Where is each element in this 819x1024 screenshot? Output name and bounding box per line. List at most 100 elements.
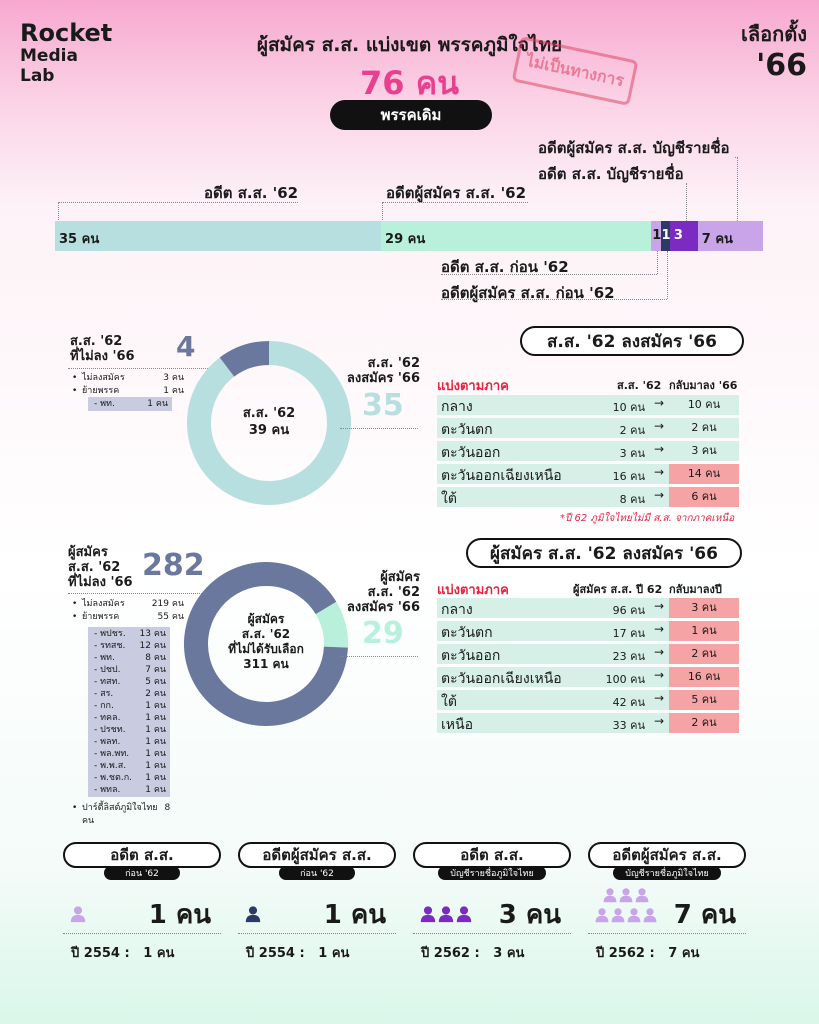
list-item: - พ.ชต.ก. 1 คน	[88, 772, 170, 784]
s2-sub-value: 1 คน	[145, 737, 166, 747]
seg-ex-mp-partylist: 3	[669, 221, 698, 251]
s2-item1-value: 55 คน	[157, 612, 185, 622]
leader-line	[686, 183, 687, 221]
list-item: ไม่ลงสมัคร 3 คน	[70, 372, 184, 385]
s2-sub-value: 1 คน	[145, 725, 166, 735]
s2-item0-value: 219 คน	[151, 599, 184, 609]
person-icon	[635, 888, 649, 903]
s1-note: *ปี 62 ภูมิใจไทยไม่มี ส.ส. จากภาคเหนือ	[560, 513, 735, 524]
person-icon	[627, 908, 641, 923]
s1-row4-name: ใต้	[441, 491, 457, 507]
s2-sub-value: 1 คน	[145, 713, 166, 723]
bar-data-label: 1	[652, 228, 662, 243]
list-item: - กก. 1 คน	[88, 700, 170, 712]
s2-sub-label: - ปชป.	[94, 665, 121, 675]
list-item: - รทสช. 12 คน	[88, 640, 170, 652]
s1-right-count: 35	[362, 388, 404, 423]
s2-sub-value: 7 คน	[145, 665, 166, 675]
total-count: 76 คน	[360, 64, 459, 102]
list-item: ไม่ลงสมัคร 219 คน	[70, 598, 184, 611]
s1-row3-v62: 16 คน	[612, 470, 645, 483]
table-row: ใต้ 42 คน → 5 คน	[437, 690, 739, 710]
list-item: - สร. 2 คน	[88, 688, 170, 700]
card-ex-mp-partylist: อดีต ส.ส. บัญชีรายชื่อภูมิใจไทย 3 คน ปี …	[413, 842, 571, 963]
arrow-icon: →	[653, 419, 664, 433]
s2-sub-label: - พปชร.	[94, 629, 126, 639]
card0-count: 1 คน	[148, 900, 211, 930]
s2-row5-v66: 2 คน	[669, 713, 739, 733]
s2-row2-name: ตะวันออก	[441, 648, 501, 664]
card0-body: 1 คน	[63, 888, 221, 934]
list-item: - ปรชท. 1 คน	[88, 724, 170, 736]
s1-row1-name: ตะวันตก	[441, 422, 493, 438]
s1-left-label: ส.ส. '62 ที่ไม่ลง '66	[70, 334, 135, 364]
s2-sub-label: - รทสช.	[94, 641, 126, 651]
s2-extra-label: ปาร์ตี้ลิสต์ภูมิใจไทย	[82, 803, 158, 813]
bar-data-label: 29 คน	[385, 232, 426, 247]
leader-line	[737, 157, 738, 221]
s1-left-list: ไม่ลงสมัคร 3 คน ย้ายพรรค 1 คน	[70, 372, 184, 398]
leader-line	[68, 593, 218, 594]
s2-sub-value: 8 คน	[145, 653, 166, 663]
card-ex-cand-before62: อดีตผู้สมัคร ส.ส. ก่อน '62 1 คน ปี 2554 …	[238, 842, 396, 963]
s1-item1-value: 1 คน	[163, 386, 184, 396]
bar-data-label: 1	[661, 228, 671, 243]
list-item: - พปชร. 13 คน	[88, 628, 170, 640]
s2-left-label: ผู้สมัคร ส.ส. '62 ที่ไม่ลง '66	[68, 545, 133, 590]
s1-row2-v66: 3 คน	[691, 444, 717, 457]
list-item: - พทล. 1 คน	[88, 784, 170, 796]
table-row: ตะวันออกเฉียงเหนือ 16 คน → 14 คน	[437, 464, 739, 484]
s1-row4-v66: 6 คน	[669, 487, 739, 507]
s1-item0-label: ไม่ลงสมัคร	[82, 373, 125, 383]
s2-row3-name: ตะวันออกเฉียงเหนือ	[441, 671, 562, 687]
leader-line	[657, 251, 658, 274]
list-item: ย้ายพรรค 1 คน	[70, 385, 184, 398]
s1-row2-name: ตะวันออก	[441, 445, 501, 461]
s1-row2-v62: 3 คน	[619, 447, 645, 460]
s2-extra-value: 8 คน	[82, 803, 171, 826]
seg-ex-cand-before62: 1	[660, 221, 671, 251]
s2-row0-name: กลาง	[441, 602, 473, 618]
s2-right-label: ผู้สมัคร ส.ส. '62 ลงสมัคร '66	[346, 570, 420, 615]
donut-slice	[187, 341, 351, 505]
s2-row0-v62: 96 คน	[612, 604, 645, 617]
leader-line	[667, 251, 668, 299]
card1-body: 1 คน	[238, 888, 396, 934]
arrow-icon: →	[653, 714, 664, 728]
card3-pill: อดีตผู้สมัคร ส.ส.	[588, 842, 746, 868]
s2-sub-label: - พ.พ.ส.	[94, 761, 127, 771]
arrow-icon: →	[653, 442, 664, 456]
s1-hdr-c2: กลับมาลง '66	[669, 379, 738, 392]
person-icon	[456, 906, 472, 923]
list-item: ปาร์ตี้ลิสต์ภูมิใจไทย 8 คน	[70, 802, 182, 828]
person-icon	[69, 905, 87, 927]
leader-line	[58, 202, 59, 222]
list-item: - พท. 1 คน	[88, 398, 172, 410]
s1-row4-v62: 8 คน	[619, 493, 645, 506]
list-item: - ทคล. 1 คน	[88, 712, 170, 724]
leader-line	[58, 202, 298, 203]
leader-line	[382, 202, 528, 203]
logo-line2: Media	[20, 46, 78, 66]
rocket-media-lab-logo: Rocket Media Lab	[20, 20, 112, 86]
bar-data-label: 3	[673, 228, 683, 243]
arrow-icon: →	[653, 668, 664, 682]
s2-sub-value: 12 คน	[139, 641, 167, 651]
s2-hdr-c1: ผู้สมัคร ส.ส. ปี 62	[573, 583, 663, 596]
s2-sub-label: - ปรชท.	[94, 725, 126, 735]
person-icon	[420, 906, 436, 923]
person-icon	[245, 906, 261, 923]
s2-sub-value: 1 คน	[145, 761, 166, 771]
leader-line	[68, 368, 238, 369]
list-item: - พ.พ.ส. 1 คน	[88, 760, 170, 772]
person-icon	[643, 908, 657, 923]
s2-row4-name: ใต้	[441, 694, 457, 710]
s2-sub-value: 1 คน	[145, 749, 166, 759]
s2-left-list: ไม่ลงสมัคร 219 คน ย้ายพรรค 55 คน	[70, 598, 184, 624]
s2-row4-v66: 5 คน	[669, 690, 739, 710]
card0-pill: อดีต ส.ส.	[63, 842, 221, 868]
card2-year: ปี 2562 : 3 คน	[421, 946, 525, 961]
s1-row0-name: กลาง	[441, 399, 473, 415]
s1-row1-v66: 2 คน	[691, 421, 717, 434]
s1-region-table: แบ่งตามภาค ส.ส. '62 กลับมาลง '66 กลาง 10 …	[437, 374, 739, 514]
